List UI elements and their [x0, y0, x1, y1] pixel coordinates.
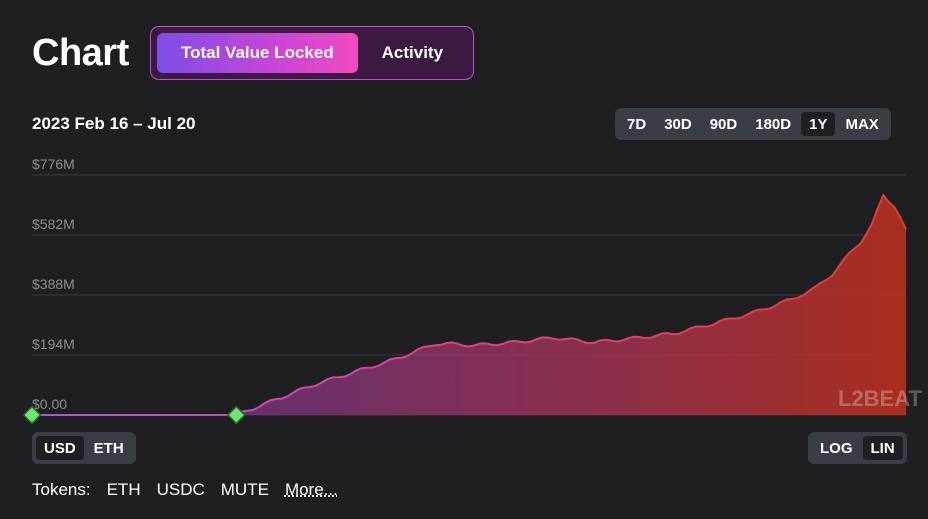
y-tick-label: $194M — [32, 336, 75, 352]
token-mute[interactable]: MUTE — [220, 480, 269, 499]
chart-type-tabs: Total Value Locked Activity — [150, 26, 474, 80]
y-tick-label: $0.00 — [32, 396, 67, 412]
range-7d-button[interactable]: 7D — [627, 115, 647, 133]
range-90d-button[interactable]: 90D — [709, 115, 738, 133]
milestone-marker[interactable] — [226, 405, 246, 425]
scale-log-button[interactable]: LOG — [820, 439, 853, 457]
tab-total-value-locked[interactable]: Total Value Locked — [157, 33, 358, 73]
tvl-line — [32, 193, 907, 416]
tvl-area — [32, 195, 906, 415]
tokens-label: Tokens: — [32, 480, 91, 499]
date-range-label: 2023 Feb 16 – Jul 20 — [32, 114, 196, 133]
y-tick-label: $776M — [32, 156, 75, 172]
page-title: Chart — [32, 32, 129, 74]
milestone-marker[interactable] — [22, 405, 42, 425]
range-30d-button[interactable]: 30D — [664, 115, 692, 133]
currency-usd-button[interactable]: USD — [36, 436, 84, 460]
range-max-button[interactable]: MAX — [845, 115, 879, 133]
tvl-chart[interactable]: $776M $582M $388M $194M $0.00 L2BEAT — [0, 150, 928, 430]
y-tick-label: $388M — [32, 276, 75, 292]
token-eth[interactable]: ETH — [106, 480, 141, 499]
tab-activity[interactable]: Activity — [381, 43, 444, 62]
range-1y-button[interactable]: 1Y — [801, 112, 836, 136]
y-tick-label: $582M — [32, 216, 75, 232]
scale-lin-button[interactable]: LIN — [862, 436, 903, 460]
token-filter: Tokens: ETH USDC MUTE More... — [32, 480, 338, 500]
l2beat-watermark: L2BEAT — [838, 386, 922, 411]
range-180d-button[interactable]: 180D — [755, 115, 792, 133]
currency-selector: USD ETH — [32, 432, 136, 464]
scale-selector: LOG LIN — [808, 432, 907, 464]
currency-eth-button[interactable]: ETH — [93, 439, 124, 457]
more-tokens-link[interactable]: More... — [284, 480, 338, 499]
time-range-selector: 7D 30D 90D 180D 1Y MAX — [615, 108, 891, 140]
token-usdc[interactable]: USDC — [156, 480, 205, 499]
